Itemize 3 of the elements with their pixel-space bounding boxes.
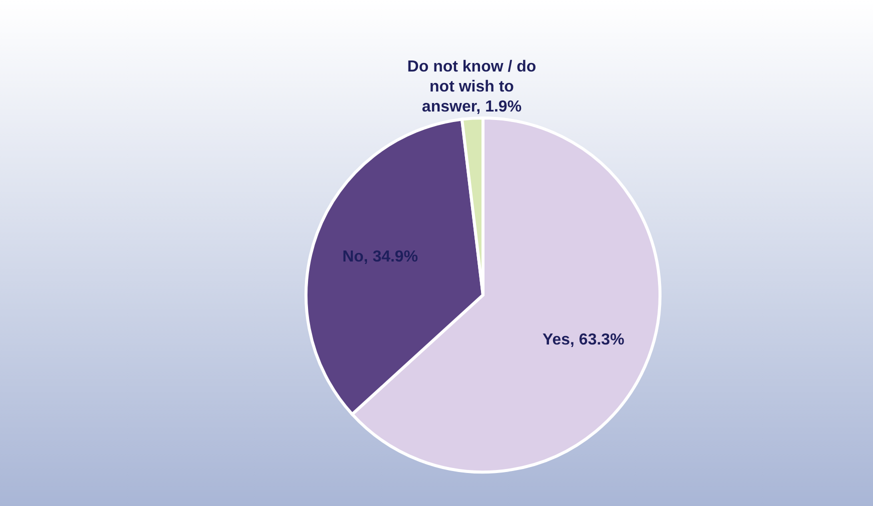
slice-label: Do not know / do not wish to answer, 1.9% bbox=[407, 58, 536, 115]
slice-label: Yes, 63.3% bbox=[542, 330, 624, 348]
slice-label: No, 34.9% bbox=[342, 248, 418, 266]
